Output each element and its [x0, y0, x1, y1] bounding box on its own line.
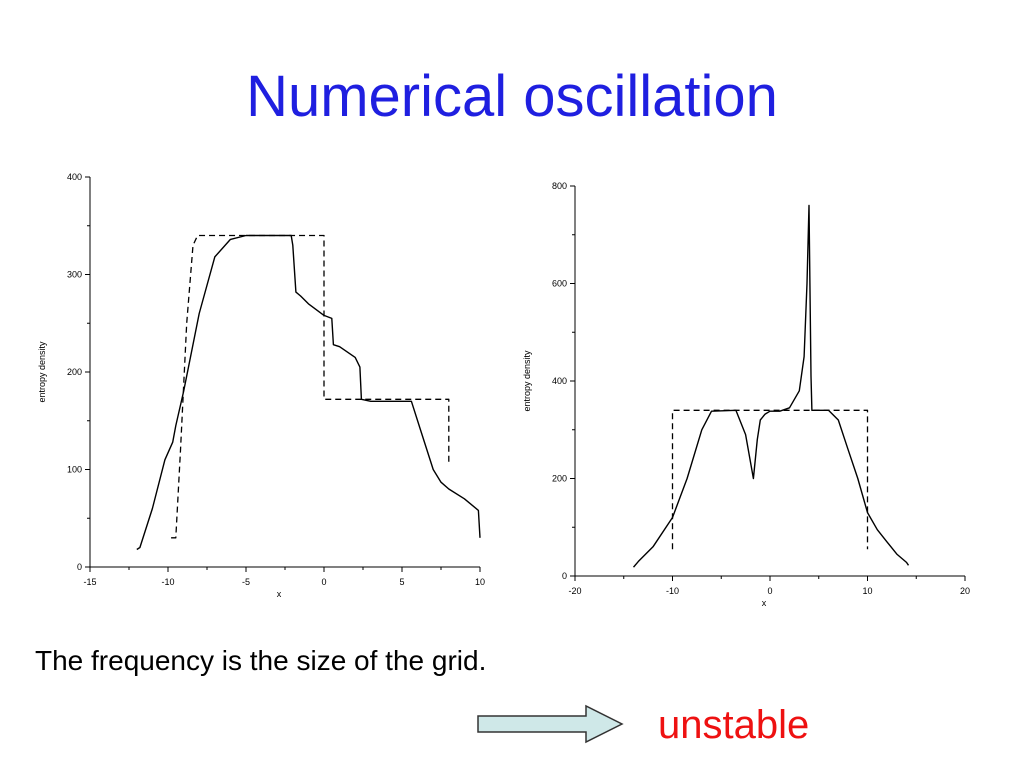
x-tick-label: 10 — [862, 586, 872, 596]
y-tick-label: 100 — [67, 465, 82, 475]
y-tick-label: 600 — [552, 279, 567, 289]
x-tick-label: 0 — [321, 577, 326, 587]
y-tick-label: 200 — [552, 474, 567, 484]
x-tick-label: 0 — [767, 586, 772, 596]
x-tick-label: 5 — [399, 577, 404, 587]
y-axis-title: entropy density — [522, 350, 532, 412]
x-tick-label: -20 — [568, 586, 581, 596]
x-tick-label: -5 — [242, 577, 250, 587]
y-tick-label: 400 — [67, 172, 82, 182]
unstable-label: unstable — [658, 703, 810, 747]
numerical-solution-line — [632, 204, 910, 568]
y-tick-label: 800 — [552, 181, 567, 191]
initial-condition-dashed-line — [171, 234, 450, 539]
right-arrow-icon — [477, 704, 624, 744]
x-axis-title: x — [277, 589, 282, 599]
y-tick-label: 300 — [67, 270, 82, 280]
initial-condition-dashed-line — [671, 409, 869, 550]
x-tick-label: 20 — [960, 586, 970, 596]
y-axis-title: entropy density — [37, 341, 47, 403]
x-tick-label: -15 — [83, 577, 96, 587]
y-tick-label: 400 — [552, 376, 567, 386]
slide-title: Numerical oscillation — [246, 64, 778, 129]
y-tick-label: 0 — [562, 571, 567, 581]
y-tick-label: 0 — [77, 562, 82, 572]
x-tick-label: -10 — [161, 577, 174, 587]
numerical-solution-line — [136, 234, 481, 551]
x-tick-label: 10 — [475, 577, 485, 587]
x-axis-title: x — [762, 598, 767, 608]
caption-text: The frequency is the size of the grid. — [35, 645, 487, 676]
x-tick-label: -10 — [666, 586, 679, 596]
y-tick-label: 200 — [67, 367, 82, 377]
